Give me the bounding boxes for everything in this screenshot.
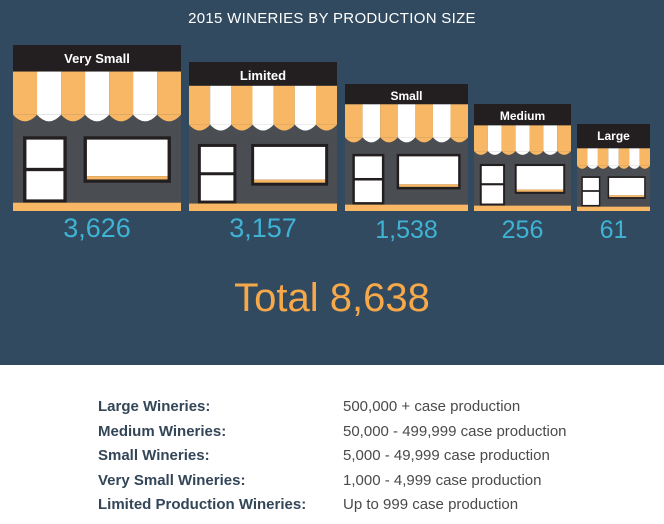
store-label: Small xyxy=(390,89,423,103)
store-count: 61 xyxy=(599,216,628,244)
legend-row: Medium Wineries: 50,000 - 499,999 case p… xyxy=(98,423,658,448)
storefront-icon xyxy=(345,84,468,211)
legend-row: Limited Production Wineries: Up to 999 c… xyxy=(98,496,658,521)
legend-name: Limited Production Wineries: xyxy=(98,496,307,513)
storefront-icon xyxy=(189,62,337,211)
page-title: 2015 WINERIES BY PRODUCTION SIZE xyxy=(188,10,476,27)
store-large: Large xyxy=(577,124,650,211)
storefront-icon xyxy=(13,45,181,211)
legend-desc: 50,000 - 499,999 case production xyxy=(343,422,567,440)
total-count: Total 8,638 xyxy=(234,276,430,320)
legend-row: Small Wineries: 5,000 - 49,999 case prod… xyxy=(98,447,658,472)
legend-desc: 500,000 + case production xyxy=(343,398,521,415)
storefront-icon xyxy=(474,104,571,211)
legend-desc: Up to 999 case production xyxy=(343,496,519,513)
legend-desc: 1,000 - 4,999 case production xyxy=(343,471,542,489)
store-label: Large xyxy=(597,129,630,143)
legend-name: Small Wineries: xyxy=(98,447,210,464)
store-label: Limited xyxy=(239,68,287,83)
legend-desc: 5,000 - 49,999 case production xyxy=(343,447,550,464)
legend-name: Large Wineries: xyxy=(98,398,211,415)
storefront-icon xyxy=(577,124,650,211)
store-label: Very Small xyxy=(64,51,130,66)
store-medium: Medium xyxy=(474,104,571,211)
legend-name: Medium Wineries: xyxy=(98,422,227,440)
store-count: 1,538 xyxy=(375,216,438,244)
store-limited: Limited xyxy=(189,62,337,211)
store-label: Medium xyxy=(499,109,546,123)
store-count: 3,626 xyxy=(63,213,131,243)
awning xyxy=(13,71,181,122)
legend-row: Large Wineries: 500,000 + case productio… xyxy=(98,398,658,423)
size-legend: Large Wineries: 500,000 + case productio… xyxy=(98,398,658,521)
store-count: 3,157 xyxy=(229,213,297,243)
store-count: 256 xyxy=(501,216,544,244)
header-panel: 2015 WINERIES BY PRODUCTION SIZE xyxy=(0,0,664,365)
store-very-small: Very Small xyxy=(13,45,181,211)
legend-name: Very Small Wineries: xyxy=(98,471,246,489)
store-small: Small xyxy=(345,84,468,211)
legend-row: Very Small Wineries: 1,000 - 4,999 case … xyxy=(98,472,658,497)
